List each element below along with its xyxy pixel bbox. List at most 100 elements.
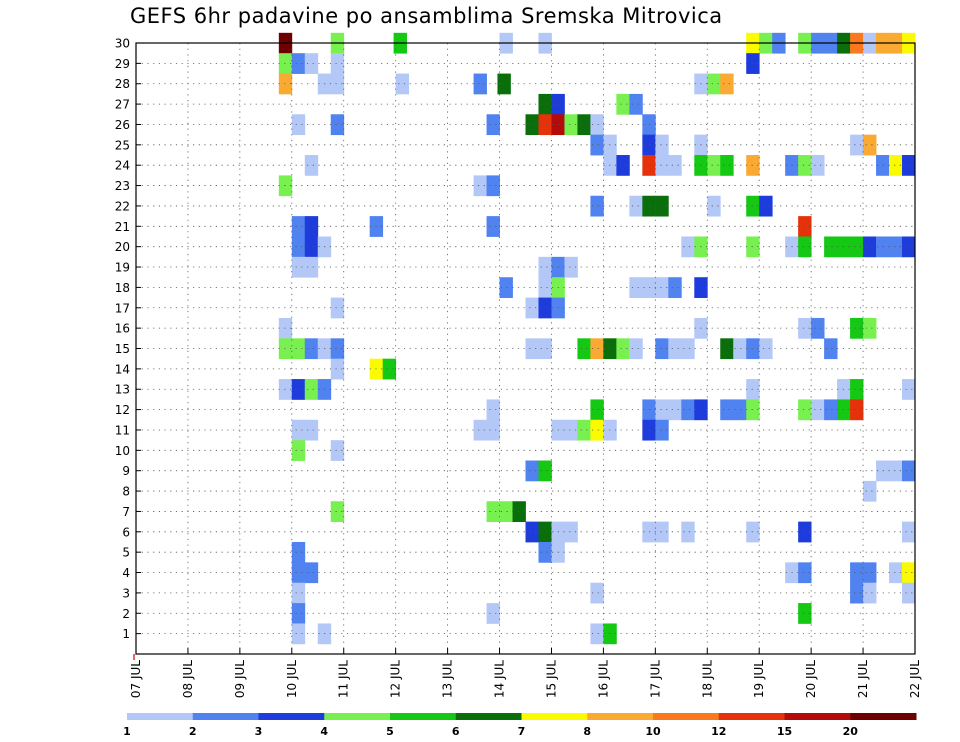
heatmap-cell: [681, 521, 695, 543]
heatmap-cell: [798, 603, 812, 624]
heatmap-cell: [746, 53, 760, 74]
heatmap-cell: [538, 338, 552, 360]
heatmap-cell: [850, 134, 864, 156]
heatmap-cell: [304, 53, 319, 74]
heatmap-cell: [655, 521, 669, 543]
heatmap-cell: [889, 562, 903, 584]
heatmap-cell: [811, 155, 825, 176]
y-tick-label: 26: [115, 118, 130, 132]
heatmap-cell: [577, 338, 591, 360]
heatmap-cell: [577, 114, 591, 136]
colorbar-swatch: [127, 713, 194, 720]
heatmap-cell: [395, 73, 410, 95]
heatmap-cell: [291, 603, 306, 624]
heatmap-cell: [564, 419, 578, 441]
heatmap-cell: [291, 419, 306, 441]
heatmap-cell: [850, 562, 864, 584]
heatmap-cell: [707, 155, 721, 176]
x-tick-label: 16 JUL: [596, 660, 610, 698]
heatmap-cell: [278, 53, 293, 74]
heatmap-cell: [564, 521, 578, 543]
colorbar-swatch: [455, 713, 522, 720]
y-tick-label: 28: [115, 77, 130, 91]
heatmap-cell: [798, 155, 812, 176]
heatmap-cell: [746, 236, 760, 258]
heatmap-cell: [590, 623, 604, 645]
y-tick-label: 25: [115, 138, 130, 152]
heatmap-cell: [798, 317, 812, 339]
colorbar-swatch: [258, 713, 325, 720]
heatmap-cell: [291, 440, 306, 461]
heatmap-cell: [473, 73, 487, 95]
heatmap-cell: [902, 379, 916, 400]
heatmap-cell: [655, 195, 669, 217]
heatmap-cell: [850, 379, 864, 400]
heatmap-cell: [278, 73, 293, 95]
heatmap-cell: [486, 175, 500, 197]
heatmap-cell: [668, 155, 682, 176]
heatmap-cell: [824, 338, 838, 360]
heatmap-cell: [486, 603, 500, 624]
heatmap-cell: [902, 521, 916, 543]
colorbar-swatch: [324, 713, 391, 720]
x-tick-label: 08 JUL: [181, 660, 195, 698]
y-tick-label: 20: [115, 240, 130, 254]
heatmap-cell: [304, 256, 319, 278]
x-tick-label: 17 JUL: [648, 660, 662, 698]
heatmap-cell: [889, 236, 903, 258]
heatmap-cell: [759, 338, 773, 360]
y-axis-labels: 1234567891011121314151617181920212223242…: [115, 37, 141, 641]
heatmap-cell: [629, 277, 643, 298]
y-tick-label: 30: [115, 37, 130, 51]
heatmap-cell: [278, 379, 293, 400]
heatmap-cell: [889, 155, 903, 176]
y-tick-label: 1: [122, 627, 130, 641]
heatmap-cell: [304, 419, 319, 441]
heatmap-cell: [525, 460, 539, 482]
x-axis-labels: 07 JUL 08 JUL 09 JUL 10 JUL 11 JUL 12 JUL 13 J…: [129, 648, 922, 698]
heatmap-cell: [889, 460, 903, 482]
heatmap-cell: [382, 358, 397, 380]
heatmap-cell: [590, 114, 604, 136]
y-tick-label: 23: [115, 179, 130, 193]
heatmap-cell: [473, 175, 487, 197]
heatmap-cell: [863, 562, 877, 584]
heatmap-cell: [538, 297, 552, 319]
heatmap-cell: [720, 155, 734, 176]
y-tick-label: 8: [122, 485, 130, 499]
heatmap-cell: [629, 195, 643, 217]
y-tick-label: 10: [115, 444, 130, 458]
heatmap-cell: [512, 501, 526, 523]
y-tick-label: 11: [115, 423, 130, 437]
heatmap-cell: [746, 379, 760, 400]
heatmap-cell: [278, 317, 293, 339]
heatmap-cell: [681, 338, 695, 360]
heatmap-cell: [590, 134, 604, 156]
heatmap-cell: [486, 419, 500, 441]
heatmap-cell: [291, 562, 306, 584]
heatmap-cell: [304, 338, 319, 360]
heatmap-cell: [525, 297, 539, 319]
heatmap-cell: [655, 399, 669, 421]
x-tick-label: 14 JUL: [493, 660, 507, 698]
y-tick-label: 4: [122, 566, 130, 580]
heatmap-cell: [304, 562, 319, 584]
colorbar-swatch: [653, 713, 720, 720]
colorbar-swatch: [850, 713, 917, 720]
y-tick-label: 18: [115, 281, 130, 295]
heatmap-cell: [538, 521, 552, 543]
heatmap-cell: [629, 338, 643, 360]
heatmap-cell: [291, 53, 306, 74]
heatmap-cell: [863, 480, 877, 502]
heatmap-cell: [525, 338, 539, 360]
colorbar-label: 4: [320, 725, 328, 738]
colorbar-label: 5: [386, 725, 394, 738]
heatmap-cell: [798, 399, 812, 421]
heatmap-cell: [655, 419, 669, 441]
heatmap-cell: [824, 236, 838, 258]
y-tick-label: 22: [115, 199, 130, 213]
y-tick-label: 29: [115, 57, 130, 71]
y-tick-label: 12: [115, 403, 130, 417]
heatmap-cell: [291, 256, 306, 278]
heatmap-cell: [798, 562, 812, 584]
